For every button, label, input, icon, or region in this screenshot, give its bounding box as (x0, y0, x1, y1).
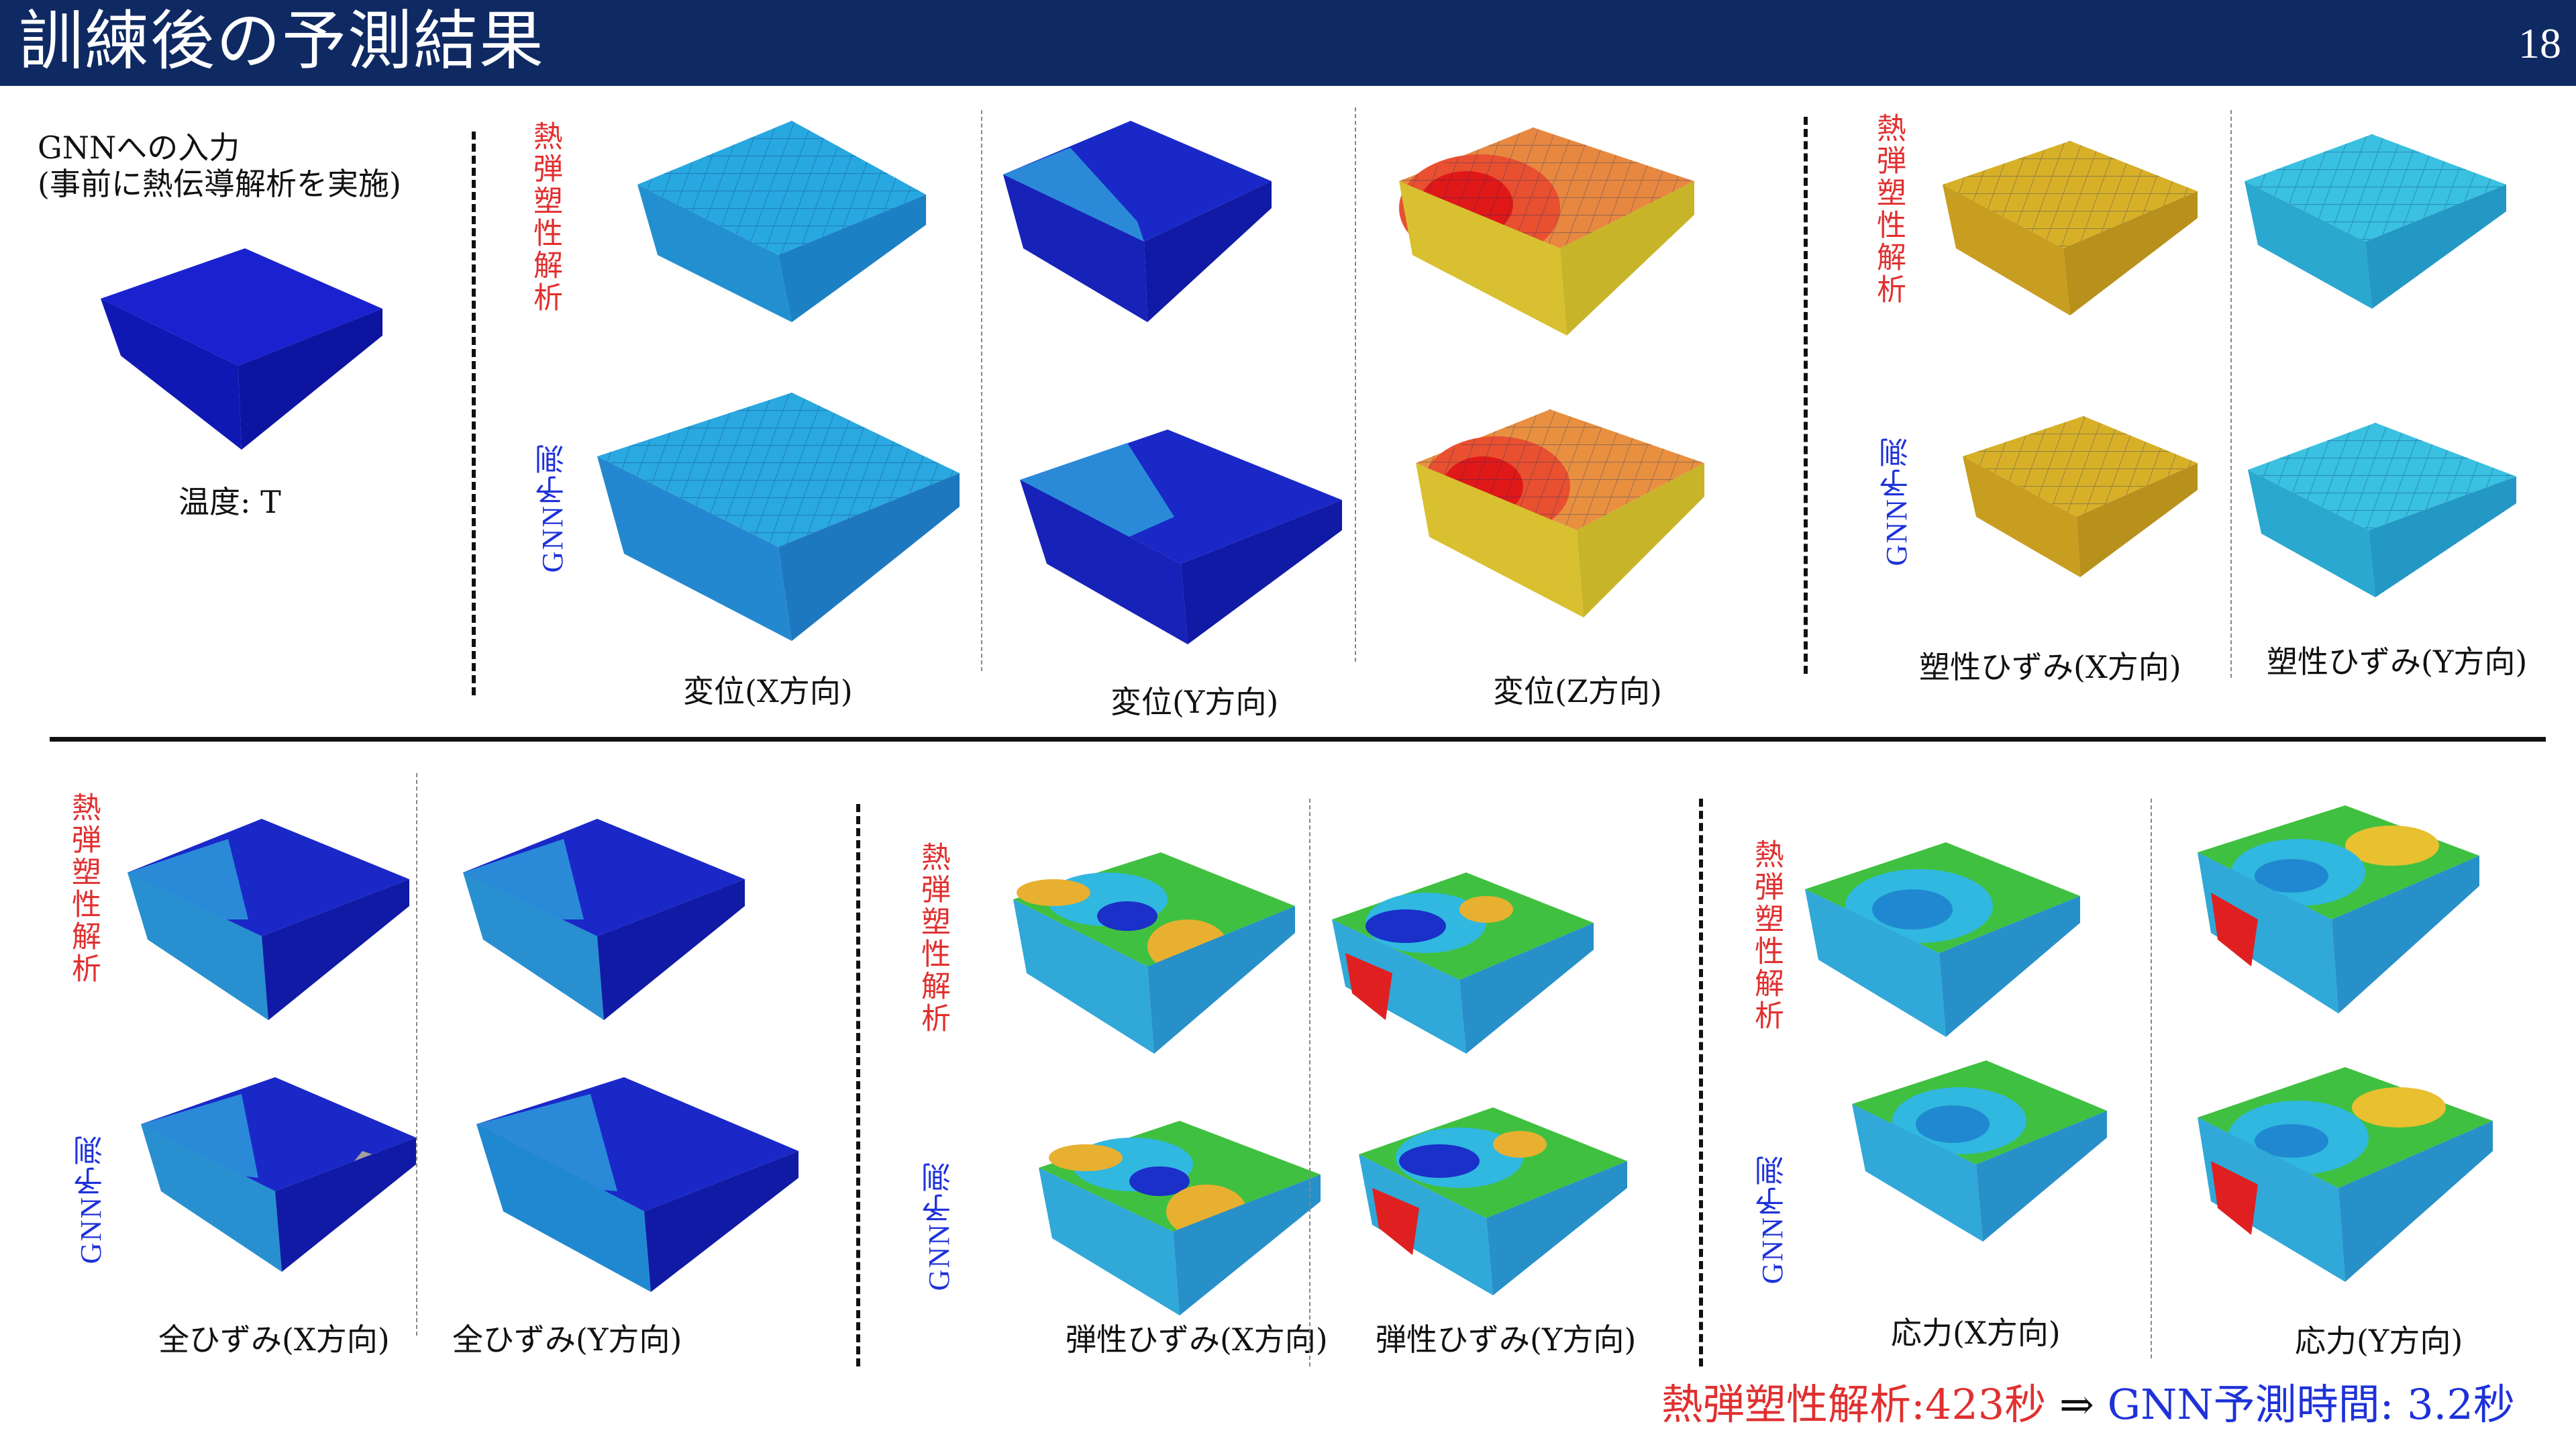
plastic-x-fem-slab (1943, 141, 2198, 315)
section-divider (1804, 117, 1808, 674)
total-y-label: 全ひずみ(Y方向) (452, 1321, 682, 1358)
column-divider (2230, 110, 2232, 678)
gnn-input-subtitle: (事前に熱伝導解析を実施) (38, 166, 401, 202)
disp-y-label: 変位(Y方向) (1111, 684, 1279, 720)
disp-z-label: 変位(Z方向) (1493, 673, 1662, 709)
gnn-row-label: GNN予測 (923, 1161, 956, 1291)
fem-row-label: 熱弾塑性解析 (1749, 839, 1784, 1032)
fem-row-label: 熱弾塑性解析 (66, 792, 101, 985)
disp-x-gnn-slab (597, 393, 960, 641)
elastic-y-gnn-slab (1359, 1107, 1627, 1295)
temperature-slab (101, 248, 382, 450)
plastic-x-gnn-slab (1963, 416, 2198, 577)
total-x-gnn-slab (141, 1077, 416, 1272)
stress-y-fem-slab (2198, 805, 2479, 1013)
gnn-row-label: GNN予測 (74, 1134, 107, 1264)
gnn-row-label: GNN予測 (1756, 1154, 1789, 1285)
elastic-x-gnn-slab (1039, 1121, 1321, 1315)
column-divider (981, 110, 982, 671)
plastic-y-label: 塑性ひずみ(Y方向) (2267, 644, 2528, 680)
fem-row-label: 熱弾塑性解析 (916, 842, 950, 1035)
arrow: ⇒ (2046, 1380, 2108, 1429)
disp-y-fem-slab (1003, 121, 1272, 322)
disp-z-fem-slab (1399, 128, 1694, 336)
gnn-row-label: GNN予測 (536, 443, 569, 573)
column-divider (416, 773, 417, 1336)
elastic-y-label: 弾性ひずみ(Y方向) (1376, 1321, 1637, 1358)
temperature-label: 温度: T (178, 484, 281, 520)
disp-y-gnn-slab (1020, 430, 1342, 644)
section-divider (1699, 799, 1703, 1366)
slide-header: 訓練後の予測結果 18 (0, 0, 2576, 86)
stress-y-gnn-slab (2198, 1067, 2493, 1282)
elastic-x-fem-slab (1013, 852, 1295, 1054)
total-x-fem-slab (127, 819, 409, 1020)
stress-y-label: 応力(Y方向) (2295, 1323, 2463, 1359)
fem-row-label: 熱弾塑性解析 (528, 121, 562, 314)
stress-x-fem-slab (1805, 842, 2080, 1037)
stress-x-label: 応力(X方向) (1891, 1315, 2061, 1351)
elastic-y-fem-slab (1332, 872, 1594, 1054)
plastic-x-label: 塑性ひずみ(X方向) (1919, 649, 2181, 685)
timing-comparison: 熱弾塑性解析:423秒 ⇒ GNN予測時間: 3.2秒 (1661, 1370, 2515, 1431)
section-separator (50, 737, 2546, 742)
gnn-row-label: GNN予測 (1880, 436, 1913, 566)
fem-time: 熱弾塑性解析:423秒 (1661, 1380, 2047, 1429)
column-divider (1355, 107, 1356, 662)
stress-x-gnn-slab (1852, 1060, 2107, 1242)
disp-x-label: 変位(X方向) (683, 673, 853, 709)
gnn-time: GNN予測時間: 3.2秒 (2107, 1380, 2515, 1429)
plastic-y-gnn-slab (2248, 423, 2516, 597)
column-divider (1309, 799, 1310, 1366)
section-divider (856, 804, 860, 1366)
disp-x-fem-slab (637, 121, 926, 322)
total-x-label: 全ひずみ(X方向) (158, 1321, 390, 1358)
total-y-fem-slab (463, 819, 745, 1020)
gnn-input-title: GNNへの入力 (38, 130, 240, 166)
page-number: 18 (2518, 19, 2561, 67)
section-divider (472, 132, 476, 695)
total-y-gnn-slab (476, 1077, 798, 1292)
fem-row-label: 熱弾塑性解析 (1871, 113, 1906, 306)
column-divider (2151, 799, 2152, 1358)
elastic-x-label: 弾性ひずみ(X方向) (1066, 1321, 1328, 1358)
plastic-y-fem-slab (2245, 134, 2506, 309)
disp-z-gnn-slab (1416, 409, 1704, 617)
slide-title: 訓練後の予測結果 (19, 3, 545, 79)
